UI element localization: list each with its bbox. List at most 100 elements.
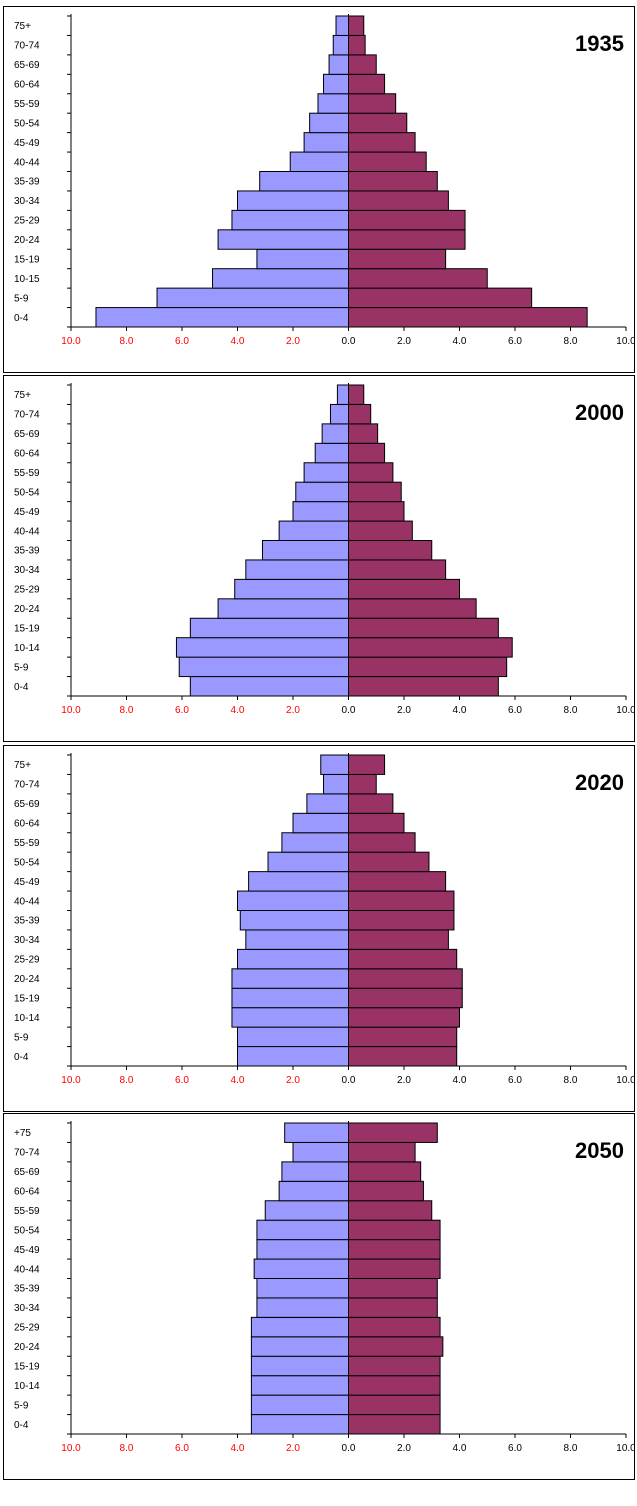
year-label: 2000 — [575, 400, 624, 425]
y-tick-label: 10-14 — [14, 1381, 40, 1392]
x-tick-label: 0.0 — [342, 705, 356, 716]
bar-left-45-49 — [256, 1239, 349, 1260]
bar-right-20-24 — [348, 1336, 444, 1357]
x-tick-label: 4.0 — [231, 336, 245, 347]
bar-left-25-29 — [237, 948, 349, 970]
y-tick-label: 75+ — [14, 390, 31, 401]
y-tick-label: 25-29 — [14, 955, 40, 966]
bar-right-40-44 — [348, 520, 413, 541]
y-tick-label: 5-9 — [14, 662, 29, 673]
x-tick-label: 4.0 — [453, 1075, 467, 1086]
bar-left-50-54 — [256, 1219, 349, 1241]
bar-left-10-14 — [175, 637, 349, 658]
bar-right-65-69 — [348, 54, 377, 75]
y-tick-label: 65-69 — [14, 1167, 40, 1178]
bar-left-20-24 — [217, 598, 349, 619]
x-tick-label: 4.0 — [231, 705, 245, 716]
y-tick-label: 0-4 — [14, 313, 29, 324]
pyramid-chart-svg: 0-4 5-9 10-14 15-19 20-24 25-29 30-34 35-39 40-4… — [14, 1121, 634, 1454]
x-tick-label: 2.0 — [397, 1075, 411, 1086]
bar-left-35-39 — [256, 1278, 349, 1299]
bar-left-70-74 — [292, 1141, 349, 1163]
bar-right-15-19 — [348, 987, 463, 1009]
y-tick-label: 55-59 — [14, 1206, 40, 1217]
bar-right-40-44 — [348, 151, 427, 172]
bar-left-60-64 — [323, 73, 349, 95]
bar-right-60-64 — [348, 442, 386, 464]
x-tick-label: 6.0 — [175, 1443, 189, 1454]
x-tick-label: 8.0 — [564, 336, 578, 347]
bar-right-0-4 — [348, 1414, 441, 1435]
x-tick-label: 8.0 — [120, 336, 134, 347]
bar-right-30-34 — [348, 190, 449, 211]
y-tick-label: 60-64 — [14, 80, 40, 91]
y-tick-label: 75+ — [14, 760, 31, 771]
bar-left-0-4 — [95, 307, 349, 328]
y-tick-label: 25-29 — [14, 1323, 40, 1334]
y-tick-label: 55-59 — [14, 838, 40, 849]
y-tick-label: 40-44 — [14, 896, 40, 907]
bar-right-0-4 — [348, 307, 588, 328]
x-tick-label: 10.0 — [61, 336, 81, 347]
bar-right-40-44 — [348, 1258, 441, 1279]
bar-left-40-44 — [278, 520, 349, 541]
y-tick-label: 60-64 — [14, 449, 40, 460]
bar-left-55-59 — [281, 832, 349, 853]
bar-right-60-64 — [348, 73, 386, 95]
bar-right-70-74 — [348, 403, 372, 425]
x-tick-label: 4.0 — [453, 336, 467, 347]
y-tick-label: 25-29 — [14, 216, 40, 227]
y-tick-label: 55-59 — [14, 99, 40, 110]
bar-left-50-54 — [295, 481, 349, 503]
bar-right-25-29 — [348, 209, 466, 231]
y-tick-label: 0-4 — [14, 1420, 29, 1431]
y-tick-label: 5-9 — [14, 1400, 29, 1411]
bar-right-45-49 — [348, 132, 416, 153]
x-tick-label: 2.0 — [286, 1443, 300, 1454]
bar-right-10-14 — [348, 1375, 441, 1396]
bar-right-45-49 — [348, 871, 447, 892]
x-tick-label: 0.0 — [342, 336, 356, 347]
x-tick-label: 10.0 — [616, 1443, 634, 1454]
bar-right-50-54 — [348, 851, 430, 873]
bar-left-40-44 — [237, 890, 349, 911]
x-tick-label: 4.0 — [231, 1075, 245, 1086]
y-tick-label: 20-24 — [14, 604, 40, 615]
bar-left-70-74 — [323, 773, 349, 795]
x-tick-label: 8.0 — [564, 1443, 578, 1454]
y-tick-label: 15-19 — [14, 993, 40, 1004]
bar-right-25-29 — [348, 1316, 441, 1338]
y-tick-label: 45-49 — [14, 138, 40, 149]
pyramid-panel-1935: 0-4 5-9 10-15 15-19 20-24 25-29 30-34 35-39 40-4… — [3, 6, 635, 373]
bar-left-10-14 — [231, 1007, 349, 1028]
bar-right-15-19 — [348, 617, 499, 639]
bar-right-10-14 — [348, 1007, 460, 1028]
bar-left-20-24 — [231, 968, 349, 989]
bar-right-45-49 — [348, 1239, 441, 1260]
y-tick-label: 45-49 — [14, 507, 40, 518]
bar-left-65-69 — [281, 1161, 349, 1182]
y-tick-label: 50-54 — [14, 857, 40, 868]
bar-right-50-54 — [348, 112, 408, 134]
bar-right-15-19 — [348, 1355, 441, 1377]
bar-right-55-59 — [348, 1200, 433, 1221]
bar-right-45-49 — [348, 501, 405, 522]
pyramid-panel-2020: 0-4 5-9 10-14 15-19 20-24 25-29 30-34 35-39 40-4… — [3, 745, 635, 1112]
bar-right-35-39 — [348, 540, 433, 561]
y-tick-label: 70-74 — [14, 1148, 40, 1159]
y-tick-label: 30-34 — [14, 196, 40, 207]
bar-left-25-29 — [231, 209, 349, 231]
bar-left-75+ — [336, 384, 349, 405]
x-tick-label: 2.0 — [286, 1075, 300, 1086]
bar-left-70-74 — [329, 403, 349, 425]
y-tick-label: 50-54 — [14, 118, 40, 129]
y-tick-label: 35-39 — [14, 546, 40, 557]
bar-left-75+ — [320, 754, 349, 775]
y-tick-label: 40-44 — [14, 1264, 40, 1275]
y-tick-label: 35-39 — [14, 916, 40, 927]
bar-left-20-24 — [250, 1336, 349, 1357]
bar-left-5-9 — [156, 287, 349, 309]
bar-right-50-54 — [348, 481, 402, 503]
x-tick-label: 8.0 — [120, 1443, 134, 1454]
bar-right-10-14 — [348, 637, 513, 658]
